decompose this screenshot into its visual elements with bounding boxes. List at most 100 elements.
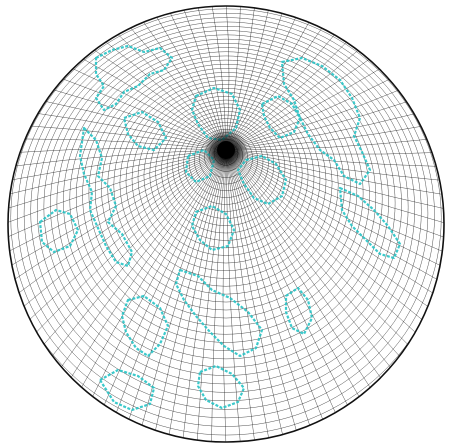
longitude-spoke [114,149,227,417]
longitude-spoke [68,149,227,382]
coastline-scandinavia [260,94,302,140]
longitude-spoke [225,149,444,254]
longitude-spoke [8,149,227,239]
latitude-ring [94,63,358,319]
latitude-ring [155,103,297,241]
coastline-europe-south [236,154,288,206]
longitude-spoke [182,149,227,442]
coastline-russia-arctic [280,56,372,186]
longitude-spoke [225,149,444,225]
latitude-ring [69,47,383,351]
longitude-spoke [79,149,227,392]
longitude-spoke [20,149,227,310]
globe-outline [7,5,445,443]
latitude-ring [172,114,280,219]
longitude-spoke [225,149,312,430]
latitude-ring [131,88,321,271]
longitude-spoke [26,149,227,323]
longitude-spoke [225,149,284,439]
coastline-siberia [338,186,402,260]
longitude-spoke [196,149,227,442]
longitude-spoke [33,149,227,336]
longitude-spoke [225,149,419,336]
longitude-spoke [15,148,227,153]
longitude-spoke [225,88,403,151]
latitude-ring [166,111,286,226]
longitude-spoke [225,149,338,417]
coastline-asia-east [174,268,264,358]
latitude-ring [23,17,429,410]
longitude-spoke [33,112,227,151]
longitude-spoke [11,149,227,167]
longitude-spoke [11,149,227,282]
longitude-spoke [225,138,432,151]
longitude-spoke [225,149,384,382]
latitude-ring [113,76,339,295]
latitude-ring [107,72,345,303]
longitude-spoke [225,100,411,151]
longitude-spoke [225,149,444,210]
longitude-spoke [41,100,227,151]
latitude-ring [125,84,327,279]
north-pole-center [217,141,235,159]
longitude-spoke [225,149,350,409]
longitude-spoke [225,149,270,442]
latitude-ring [101,68,351,311]
coastline-arctic-canada [94,44,174,112]
latitude-ring [143,95,309,256]
coastline-north-america-west [78,126,134,268]
longitude-spoke [90,149,227,401]
longitude-spoke [225,149,298,435]
longitude-spoke [8,149,227,254]
longitude-spoke [211,149,227,442]
longitude-spoke [225,149,325,424]
coastline-bering-region [98,368,156,412]
longitude-spoke [225,149,426,323]
longitude-spoke [8,149,227,181]
longitude-spoke [127,149,227,424]
continent-coastlines [38,44,402,412]
longitude-spoke [225,149,444,181]
longitude-spoke [225,149,441,282]
longitude-spoke [20,138,227,151]
longitude-spoke [225,149,362,401]
coastline-greenland [190,86,242,142]
latitude-ring [37,26,415,393]
longitude-spoke [140,149,227,430]
longitude-spoke [8,149,227,225]
latitude-ring [43,30,409,385]
latitude-ring [149,99,303,249]
longitude-spoke [102,149,227,409]
longitude-spoke [225,149,412,348]
longitude-spoke [225,149,437,296]
longitude-spoke [225,149,444,239]
longitude-spoke [225,149,444,196]
longitude-spoke [154,149,227,435]
coastline-pacific-islands [196,364,246,410]
longitude-spoke [225,112,419,151]
latitude-ring [119,80,333,287]
longitude-spoke [225,149,394,371]
coastline-africa-north [190,204,236,252]
longitude-spoke [15,149,227,296]
longitude-spoke [40,149,227,348]
latitude-ring [63,43,389,360]
longitude-spoke [225,149,256,442]
longitude-spoke [49,149,227,360]
longitude-spoke [168,149,227,439]
coastline-alaska [38,208,80,254]
longitude-spoke [58,149,227,371]
latitude-ring [88,59,364,327]
latitude-ring [30,21,422,402]
longitude-spoke [8,149,227,196]
longitude-spoke [225,149,437,155]
latitude-ring [17,13,435,419]
longitude-spoke [8,149,227,210]
coastline-pole-islands [184,148,216,184]
longitude-spoke [225,125,426,151]
latitude-ring [10,8,442,427]
longitude-spoke [225,149,444,268]
longitude-spoke [225,149,432,310]
